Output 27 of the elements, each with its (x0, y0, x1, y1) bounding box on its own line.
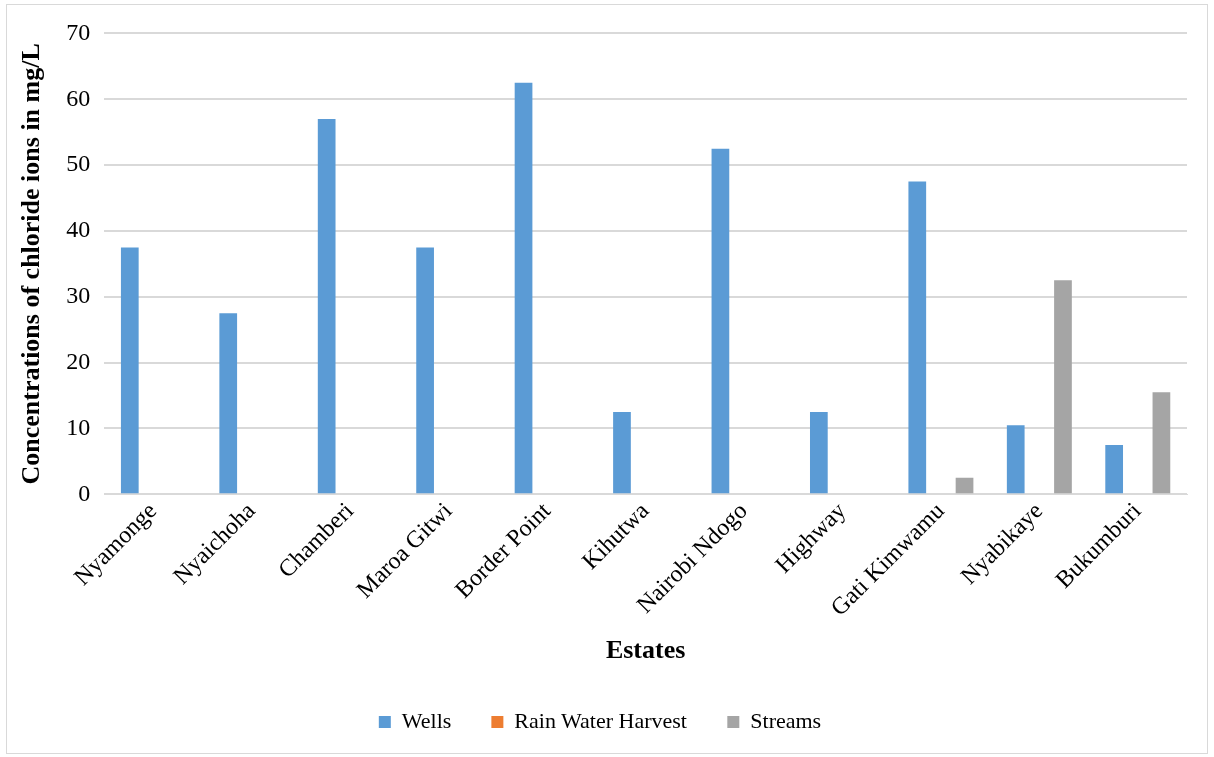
y-tick-label: 10 (66, 413, 91, 440)
bar (317, 119, 336, 494)
y-tick-label: 30 (66, 282, 91, 309)
y-axis-title: Concentrations of chloride ions in mg/L (16, 43, 46, 485)
bar (1006, 425, 1025, 494)
bar (514, 82, 533, 494)
bar (1105, 444, 1124, 494)
y-tick-label: 40 (66, 216, 91, 243)
y-tick-label: 20 (66, 347, 91, 374)
legend-label: Rain Water Harvest (514, 707, 687, 733)
bar (711, 148, 730, 494)
bar (955, 477, 974, 494)
legend-label: Streams (750, 707, 822, 733)
bar (416, 247, 434, 494)
bar (1054, 280, 1072, 494)
legend-label: Wells (401, 707, 452, 733)
bar (219, 313, 238, 494)
bar (908, 181, 927, 494)
bar (120, 247, 139, 494)
y-tick-label: 0 (78, 479, 91, 506)
bar (809, 412, 828, 494)
y-tick-label: 70 (66, 18, 91, 45)
bar (613, 412, 631, 494)
y-tick-label: 50 (66, 150, 91, 177)
x-axis-title: Estates (605, 635, 686, 665)
bar (1152, 392, 1171, 494)
y-tick-label: 60 (66, 84, 91, 111)
